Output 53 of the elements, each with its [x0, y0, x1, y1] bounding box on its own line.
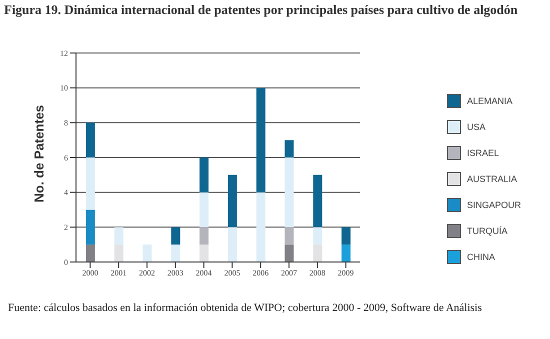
- x-tick-label: 2006: [252, 268, 269, 278]
- bar: [284, 244, 294, 262]
- bar: [86, 244, 95, 262]
- chart-title: Figura 19. Dinámica internacional de patentes por principales países para cultivo de algodón: [4, 2, 519, 17]
- y-tick-label: 2: [64, 223, 68, 232]
- x-tick-label: 2009: [338, 268, 354, 278]
- bar: [86, 158, 95, 210]
- y-tick-label: 8: [64, 118, 68, 128]
- bar: [114, 227, 124, 245]
- bar: [228, 227, 237, 262]
- bar: [86, 210, 95, 245]
- bar: [86, 122, 95, 158]
- bar: [342, 244, 351, 262]
- y-tick-label: 6: [64, 153, 68, 162]
- y-tick-label: 10: [60, 84, 68, 93]
- legend-label: TURQUÍA: [467, 226, 508, 236]
- x-tick-label: 2004: [196, 268, 212, 278]
- bar: [342, 227, 351, 245]
- legend-label: CHINA: [467, 252, 496, 262]
- bar: [200, 192, 209, 228]
- x-tick-label: 2001: [110, 268, 127, 278]
- y-tick-label: 12: [60, 48, 68, 58]
- legend-label: ALEMANIA: [467, 96, 513, 106]
- bar: [284, 227, 294, 245]
- bar: [313, 227, 322, 245]
- bar: [171, 227, 180, 245]
- bar: [114, 244, 124, 262]
- y-tick-label: 0: [64, 258, 68, 267]
- x-tick-label: 2008: [309, 268, 326, 278]
- y-axis-title: No. de Patentes: [32, 104, 47, 202]
- bar: [142, 244, 152, 262]
- bar: [228, 174, 237, 228]
- y-tick-label: 4: [64, 188, 68, 198]
- legend-label: AUSTRALIA: [467, 174, 518, 184]
- x-tick-label: 2003: [167, 268, 184, 278]
- bar: [200, 244, 209, 262]
- bar: [256, 88, 266, 192]
- source-note: Fuente: cálculos basados en la información obtenida de WIPO; cobertura 2000 - 2009, Software de Análisis: [8, 302, 483, 315]
- bar: [200, 227, 209, 245]
- x-tick-label: 2000: [82, 268, 98, 278]
- bar: [284, 140, 294, 158]
- x-tick-label: 2002: [139, 268, 155, 278]
- bar: [200, 158, 209, 192]
- x-tick-label: 2007: [281, 268, 297, 278]
- legend-label: USA: [467, 122, 486, 132]
- legend-label: SINGAPOUR: [467, 200, 522, 210]
- bar: [171, 244, 180, 262]
- bar: [313, 174, 322, 228]
- x-tick-label: 2005: [224, 268, 240, 278]
- bar: [284, 158, 294, 228]
- bar: [313, 244, 322, 262]
- bar: [256, 192, 266, 262]
- legend-label: ISRAEL: [467, 148, 500, 158]
